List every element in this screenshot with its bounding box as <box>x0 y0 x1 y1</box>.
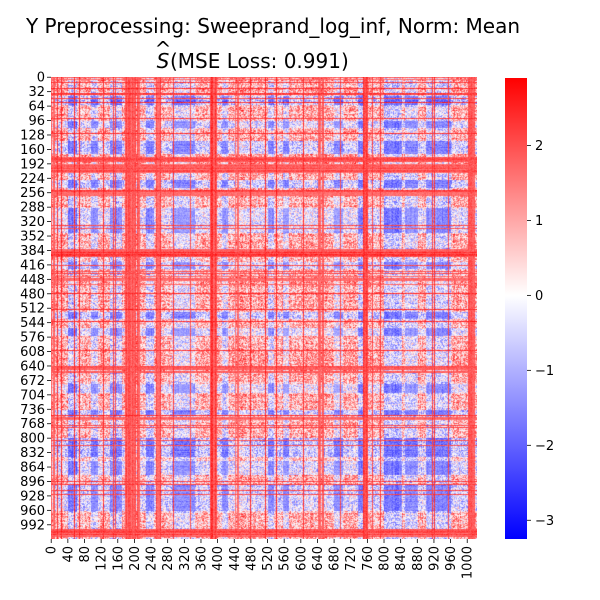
x-tick-label: 80 <box>78 546 93 563</box>
x-tick-label: 440 <box>228 546 243 571</box>
x-tick-label: 40 <box>61 546 76 563</box>
colorbar-tick-label: 0 <box>535 289 543 304</box>
y-tick-label: 320 <box>20 215 45 230</box>
y-tick-label: 800 <box>20 432 45 447</box>
y-tick-label: 544 <box>20 316 45 331</box>
y-tick-label: 960 <box>20 504 45 519</box>
y-tick-label: 832 <box>20 446 45 461</box>
y-tick-label: 480 <box>20 287 45 302</box>
y-tick-label: 992 <box>20 518 45 533</box>
y-tick-label: 256 <box>20 186 45 201</box>
x-tick-label: 400 <box>211 546 226 571</box>
title-hat-accent: ^ <box>155 37 172 61</box>
y-tick-label: 672 <box>20 374 45 389</box>
x-tick-label: 640 <box>311 546 326 571</box>
heatmap-image <box>51 77 477 539</box>
x-tick-label: 720 <box>344 546 359 571</box>
y-tick-label: 704 <box>20 388 45 403</box>
y-tick-label: 640 <box>20 359 45 374</box>
y-tick-label: 32 <box>28 85 45 100</box>
x-tick-label: 920 <box>427 546 442 571</box>
y-tick-label: 64 <box>28 100 45 115</box>
x-tick-label: 200 <box>128 546 143 571</box>
y-tick-label: 0 <box>37 71 45 86</box>
x-tick-label: 120 <box>95 546 110 571</box>
x-tick-label: 880 <box>411 546 426 571</box>
y-tick-label: 160 <box>20 143 45 158</box>
y-tick-label: 576 <box>20 331 45 346</box>
chart-title-line2: S ^ (MSE Loss: 0.991) <box>155 37 349 73</box>
colorbar-ticks: 2 1 0 −1 −2 −3 <box>527 139 554 529</box>
y-tick-label: 448 <box>20 273 45 288</box>
y-tick-label: 512 <box>20 302 45 317</box>
x-tick-label: 480 <box>244 546 259 571</box>
x-tick-label: 320 <box>178 546 193 571</box>
x-tick-label: 360 <box>194 546 209 571</box>
colorbar-tick-label: 1 <box>535 214 543 229</box>
colorbar-tick-label: −2 <box>535 439 554 454</box>
x-tick-label: 760 <box>361 546 376 571</box>
y-tick-label: 864 <box>20 461 45 476</box>
y-tick-label: 288 <box>20 201 45 216</box>
colorbar <box>505 78 527 539</box>
y-axis-ticks: 0326496128160192224256288320352384416448… <box>20 71 51 534</box>
colorbar-tick-label: −3 <box>535 514 554 529</box>
y-tick-label: 128 <box>20 128 45 143</box>
colorbar-tick-label: −1 <box>535 364 554 379</box>
x-tick-label: 1000 <box>461 546 476 579</box>
chart-title-line1: Y Preprocessing: Sweeprand_log_inf, Norm… <box>25 14 520 38</box>
x-tick-label: 960 <box>444 546 459 571</box>
y-tick-label: 224 <box>20 172 45 187</box>
x-axis-ticks: 0 40 80 120 160 200 240 280 320 360 400 440 480 520 56… <box>45 539 476 579</box>
y-tick-label: 928 <box>20 489 45 504</box>
y-tick-label: 896 <box>20 475 45 490</box>
x-tick-label: 800 <box>378 546 393 571</box>
x-tick-label: 240 <box>145 546 160 571</box>
y-tick-label: 768 <box>20 417 45 432</box>
y-tick-label: 352 <box>20 230 45 245</box>
colorbar-tick-label: 2 <box>535 139 543 154</box>
x-tick-label: 280 <box>161 546 176 571</box>
x-tick-label: 0 <box>45 546 60 554</box>
x-tick-label: 680 <box>328 546 343 571</box>
x-tick-label: 600 <box>294 546 309 571</box>
y-tick-label: 416 <box>20 258 45 273</box>
x-tick-label: 840 <box>394 546 409 571</box>
y-tick-label: 96 <box>28 114 45 129</box>
y-tick-label: 192 <box>20 157 45 172</box>
y-tick-label: 384 <box>20 244 45 259</box>
title-mse-loss: (MSE Loss: 0.991) <box>170 49 349 73</box>
x-tick-label: 160 <box>111 546 126 571</box>
x-tick-label: 520 <box>261 546 276 571</box>
x-tick-label: 560 <box>278 546 293 571</box>
y-tick-label: 736 <box>20 403 45 418</box>
y-tick-label: 608 <box>20 345 45 360</box>
